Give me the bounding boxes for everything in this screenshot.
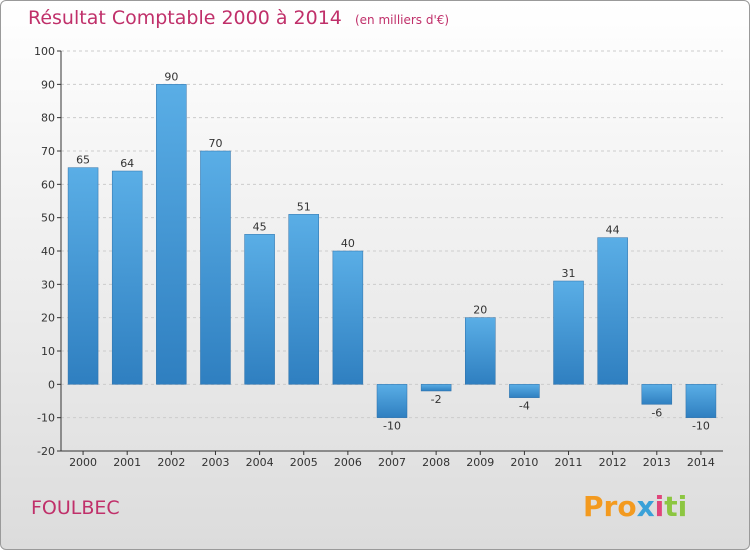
y-tick-label: 20 bbox=[41, 312, 55, 325]
data-label: -2 bbox=[431, 393, 442, 406]
bar bbox=[420, 384, 452, 392]
y-tick-label: 60 bbox=[41, 178, 55, 191]
bar bbox=[288, 214, 319, 385]
data-label: 20 bbox=[473, 304, 487, 317]
x-tick-label: 2010 bbox=[510, 456, 538, 469]
x-tick-label: 2005 bbox=[290, 456, 318, 469]
chart-title-unit: (en milliers d'€) bbox=[354, 13, 450, 27]
bar bbox=[111, 170, 143, 385]
x-tick-label: 2007 bbox=[378, 456, 406, 469]
bar bbox=[67, 167, 99, 385]
x-tick-label: 2014 bbox=[687, 456, 715, 469]
data-label: 51 bbox=[297, 200, 311, 213]
data-label: 65 bbox=[76, 154, 90, 167]
bar bbox=[553, 280, 584, 385]
data-label: 90 bbox=[164, 70, 178, 83]
y-tick-label: 40 bbox=[41, 245, 55, 258]
bar bbox=[244, 234, 275, 385]
x-tick-label: 2002 bbox=[157, 456, 185, 469]
y-tick-label: -10 bbox=[37, 412, 55, 425]
x-tick-label: 2006 bbox=[334, 456, 362, 469]
bar bbox=[597, 237, 628, 385]
bar bbox=[156, 84, 187, 385]
logo-part-4: ti bbox=[664, 490, 688, 523]
bar bbox=[685, 384, 717, 418]
chart-title: Résultat Comptable 2000 à 2014 (en milli… bbox=[28, 7, 449, 29]
x-tick-label: 2003 bbox=[201, 456, 229, 469]
data-label: 40 bbox=[341, 237, 355, 250]
bar bbox=[465, 317, 496, 385]
y-tick-label: 100 bbox=[34, 45, 55, 58]
x-tick-label: 2000 bbox=[69, 456, 97, 469]
y-tick-label: 10 bbox=[41, 345, 55, 358]
data-label: -10 bbox=[383, 420, 401, 433]
y-tick-label: 90 bbox=[41, 78, 55, 91]
x-tick-label: 2011 bbox=[555, 456, 583, 469]
logo-part-3: i bbox=[654, 490, 665, 523]
logo-part-2: x bbox=[636, 490, 655, 523]
y-tick-label: 0 bbox=[48, 378, 55, 391]
data-label: -6 bbox=[651, 406, 662, 419]
data-label: 64 bbox=[120, 157, 134, 170]
x-tick-label: 2009 bbox=[466, 456, 494, 469]
x-tick-label: 2013 bbox=[643, 456, 671, 469]
y-tick-label: 80 bbox=[41, 112, 55, 125]
x-tick-label: 2012 bbox=[599, 456, 627, 469]
chart-title-main: Résultat Comptable 2000 à 2014 bbox=[28, 7, 342, 29]
data-label: -4 bbox=[519, 400, 530, 413]
y-tick-label: -20 bbox=[37, 445, 55, 458]
bar bbox=[332, 250, 364, 385]
x-tick-label: 2004 bbox=[246, 456, 274, 469]
y-tick-label: 50 bbox=[41, 212, 55, 225]
x-tick-label: 2001 bbox=[113, 456, 141, 469]
data-label: 45 bbox=[253, 220, 267, 233]
labels: -20 -10 0 10 20 30 40 50 60 70 80 90 100 65 2000 64 2001… bbox=[34, 45, 715, 469]
y-tick-label: 30 bbox=[41, 278, 55, 291]
logo-part-1: Pro bbox=[583, 490, 637, 523]
data-label: -10 bbox=[692, 420, 710, 433]
bar bbox=[641, 384, 673, 405]
commune-name: FOULBEC bbox=[31, 497, 120, 519]
data-label: 70 bbox=[208, 137, 222, 150]
bar bbox=[376, 384, 408, 418]
axes bbox=[57, 50, 723, 455]
proxiti-logo: Proxiti bbox=[583, 490, 687, 523]
x-tick-label: 2008 bbox=[422, 456, 450, 469]
y-tick-label: 70 bbox=[41, 145, 55, 158]
bar bbox=[200, 150, 231, 385]
bars bbox=[67, 84, 717, 418]
bar bbox=[509, 384, 540, 398]
data-label: 31 bbox=[562, 267, 576, 280]
bar-chart: -20 -10 0 10 20 30 40 50 60 70 80 90 100 65 2000 64 2001… bbox=[34, 45, 723, 469]
data-label: 44 bbox=[606, 224, 620, 237]
